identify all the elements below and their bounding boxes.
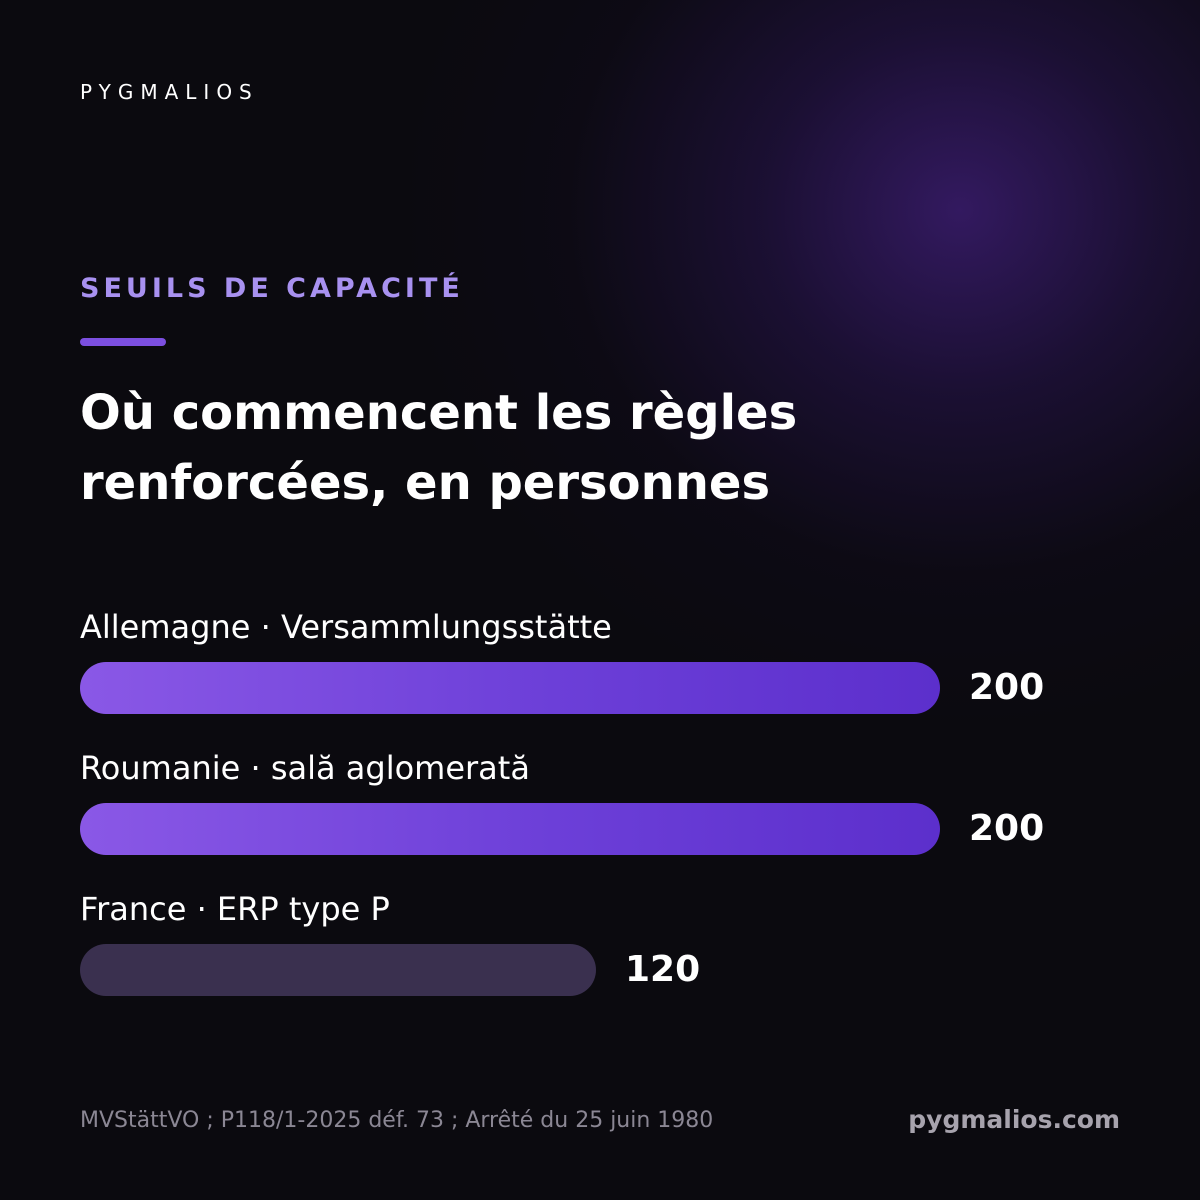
bar — [80, 944, 596, 996]
category-label: Roumanie · sală aglomerată — [80, 749, 530, 787]
bar-value-label: 120 — [625, 949, 701, 990]
category-label: Allemagne · Versammlungsstätte — [80, 608, 612, 646]
bar — [80, 662, 940, 714]
capacity-bar-chart: Allemagne · Versammlungsstätte 200 Roumani… — [80, 604, 1120, 1024]
bar-row: Allemagne · Versammlungsstätte 200 — [80, 604, 1120, 724]
bar-value-label: 200 — [969, 667, 1045, 708]
page-title: Où commencent les règles renforcées, en … — [80, 385, 798, 511]
source-citation: MVStättVO ; P118/1-2025 déf. 73 ; Arrêté… — [80, 1108, 714, 1133]
bar-row: France · ERP type P 120 — [80, 886, 1120, 1006]
category-label: France · ERP type P — [80, 890, 390, 928]
brand-logo: PYGMALIOS — [80, 80, 259, 104]
section-eyebrow: SEUILS DE CAPACITÉ — [80, 273, 464, 304]
bar-value-label: 200 — [969, 808, 1045, 849]
website-link[interactable]: pygmalios.com — [908, 1105, 1120, 1134]
bar-row: Roumanie · sală aglomerată 200 — [80, 745, 1120, 865]
accent-divider — [80, 338, 166, 346]
bar — [80, 803, 940, 855]
